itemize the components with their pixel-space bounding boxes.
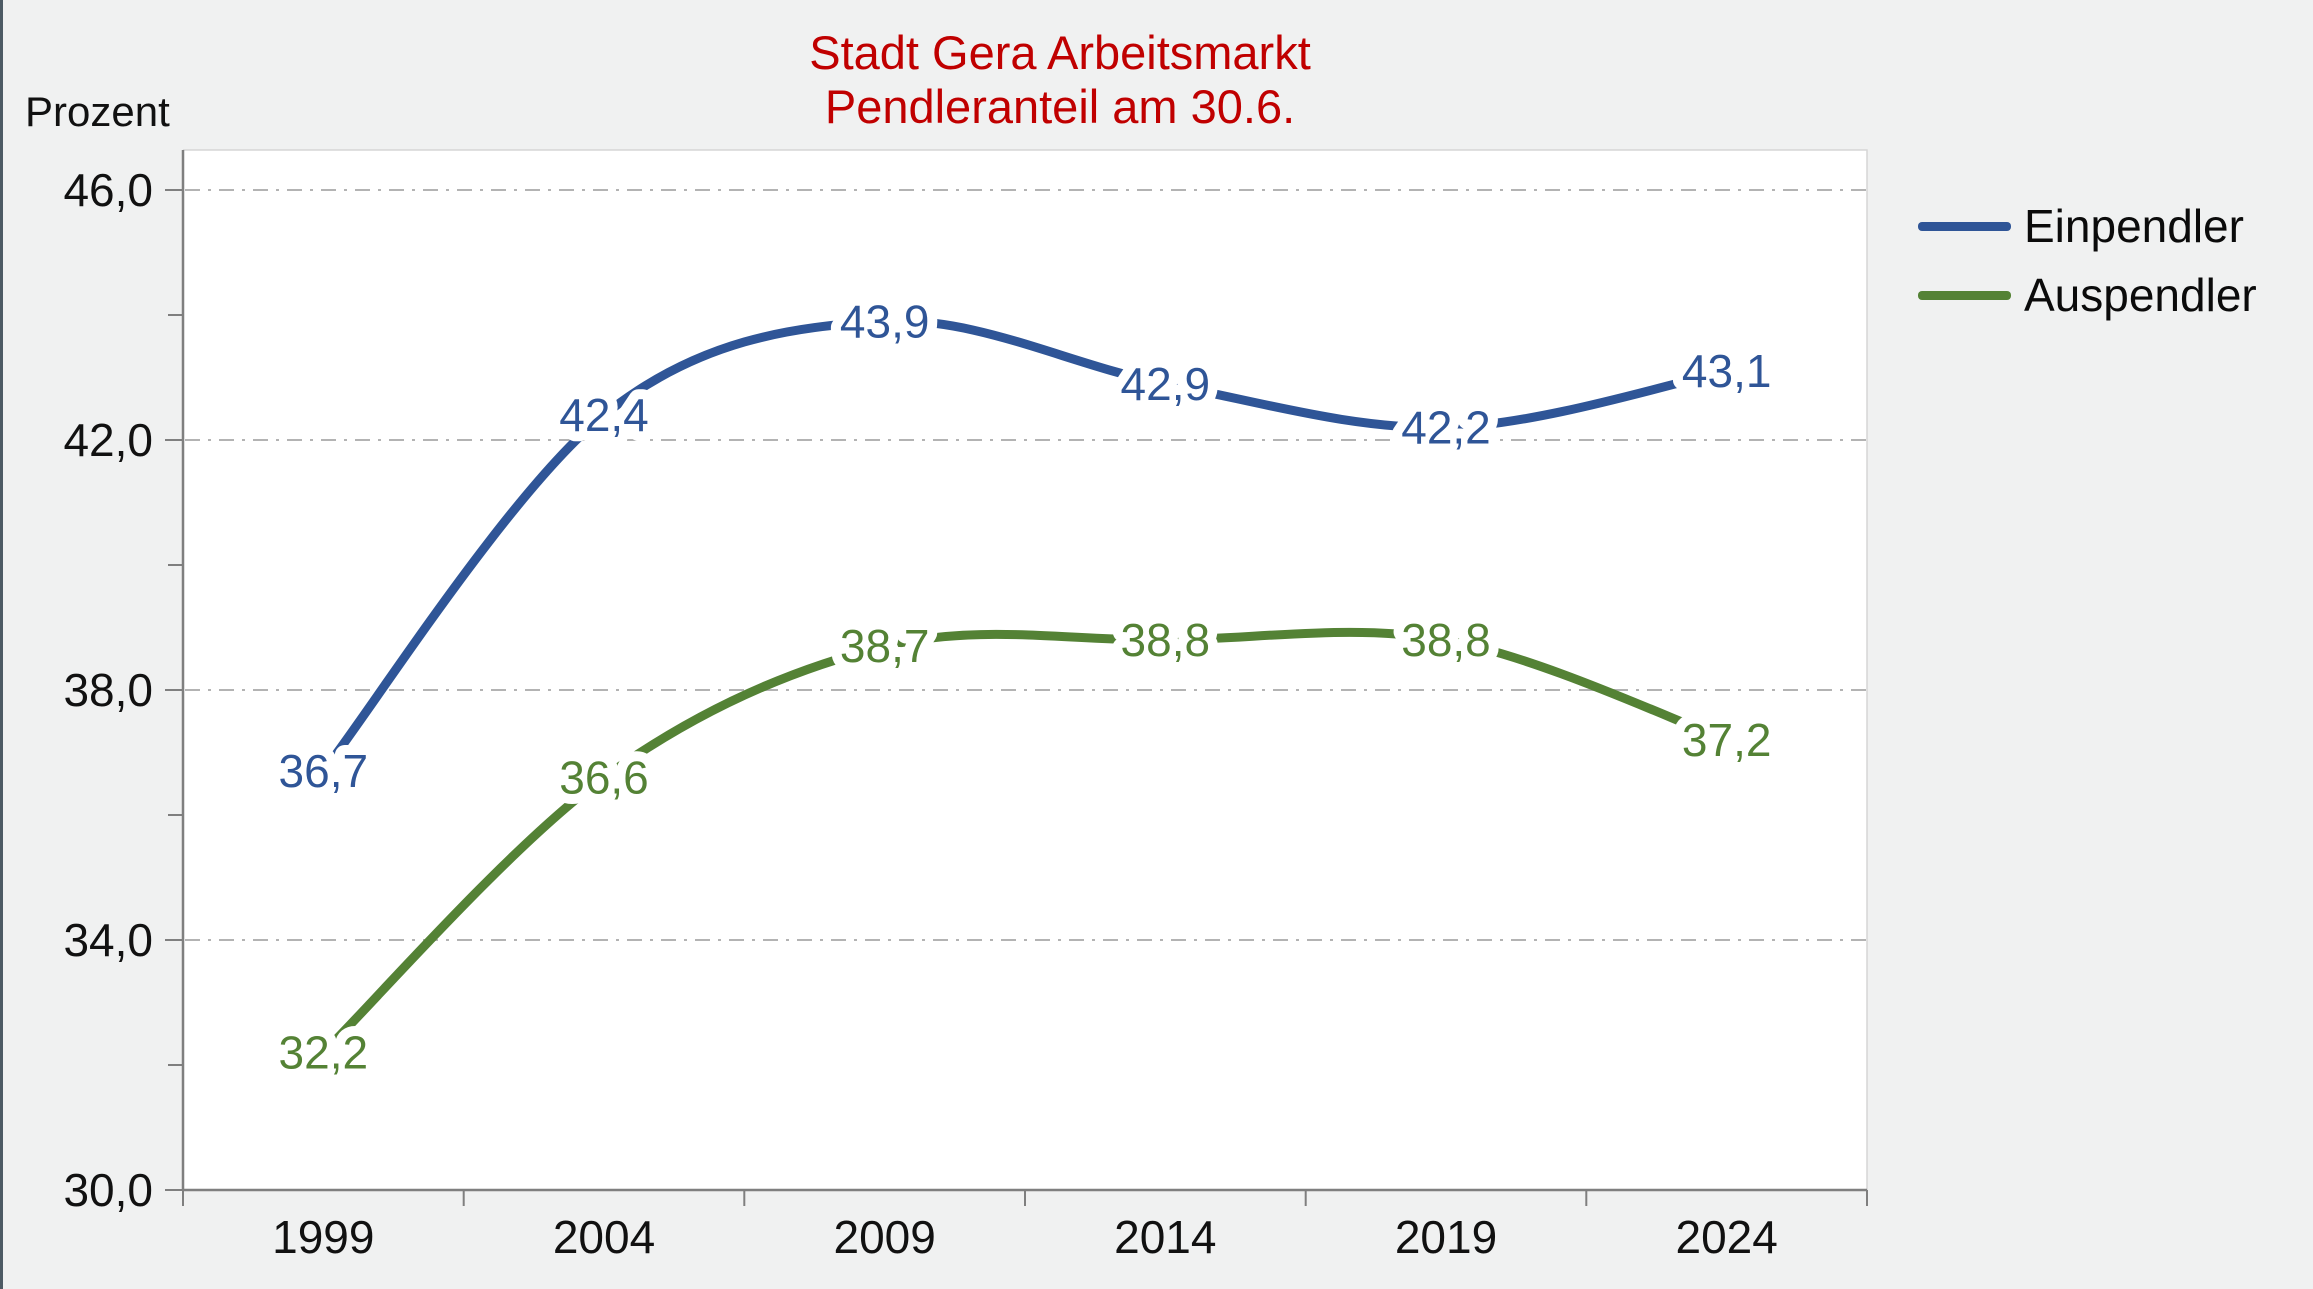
legend-label-einpendler: Einpendler [2024, 200, 2244, 252]
data-label-auspendler-2014: 38,8 [1121, 614, 1211, 666]
chart-title: Stadt Gera Arbeitsmarkt Pendleranteil am… [3, 26, 2117, 134]
x-tick-label: 2014 [1114, 1211, 1216, 1263]
x-tick-label: 2009 [834, 1211, 936, 1263]
einpendler-line-swatch [1918, 221, 2011, 231]
chart-title-line1: Stadt Gera Arbeitsmarkt [809, 26, 1311, 79]
y-tick-label: 38,0 [63, 664, 153, 716]
plot-border [183, 149, 1868, 1190]
plot-area [183, 150, 1867, 1190]
y-tick-label: 34,0 [63, 914, 153, 966]
chart-title-line2: Pendleranteil am 30.6. [824, 80, 1296, 133]
line-auspendler [318, 627, 1732, 1057]
data-label-einpendler-2004: 42,4 [559, 389, 649, 441]
data-label-auspendler-1999: 32,2 [279, 1027, 369, 1079]
x-tick-label: 2024 [1676, 1211, 1778, 1263]
data-label-einpendler-1999: 36,7 [279, 745, 369, 797]
data-label-auspendler-2019: 38,8 [1401, 614, 1491, 666]
x-tick-label: 2019 [1395, 1211, 1497, 1263]
x-tick-label: 1999 [272, 1211, 374, 1263]
legend: Einpendler Auspendler [1918, 200, 2257, 338]
data-label-einpendler-2009: 43,9 [840, 295, 930, 347]
data-label-einpendler-2014: 42,9 [1121, 358, 1211, 410]
x-tick-label: 2004 [553, 1211, 655, 1263]
y-axis-unit-label: Prozent [25, 88, 170, 135]
legend-item-auspendler: Auspendler [1918, 269, 2257, 321]
y-tick-label: 42,0 [63, 414, 153, 466]
y-tick-label: 30,0 [63, 1164, 153, 1216]
auspendler-line-swatch [1918, 290, 2011, 300]
legend-item-einpendler: Einpendler [1918, 200, 2257, 252]
legend-label-auspendler: Auspendler [2024, 269, 2257, 321]
data-label-einpendler-2019: 42,2 [1401, 402, 1491, 454]
data-label-einpendler-2024: 43,1 [1682, 345, 1772, 397]
line-einpendler [318, 316, 1732, 776]
data-label-auspendler-2004: 36,6 [559, 752, 649, 804]
line-chart-plot: 30,0 34,0 38,0 42,0 46,0 1999 2004 2009 2014 2019… [63, 149, 1868, 1263]
data-label-auspendler-2024: 37,2 [1682, 714, 1772, 766]
y-tick-label: 46,0 [63, 164, 153, 216]
data-label-auspendler-2009: 38,7 [840, 620, 930, 672]
